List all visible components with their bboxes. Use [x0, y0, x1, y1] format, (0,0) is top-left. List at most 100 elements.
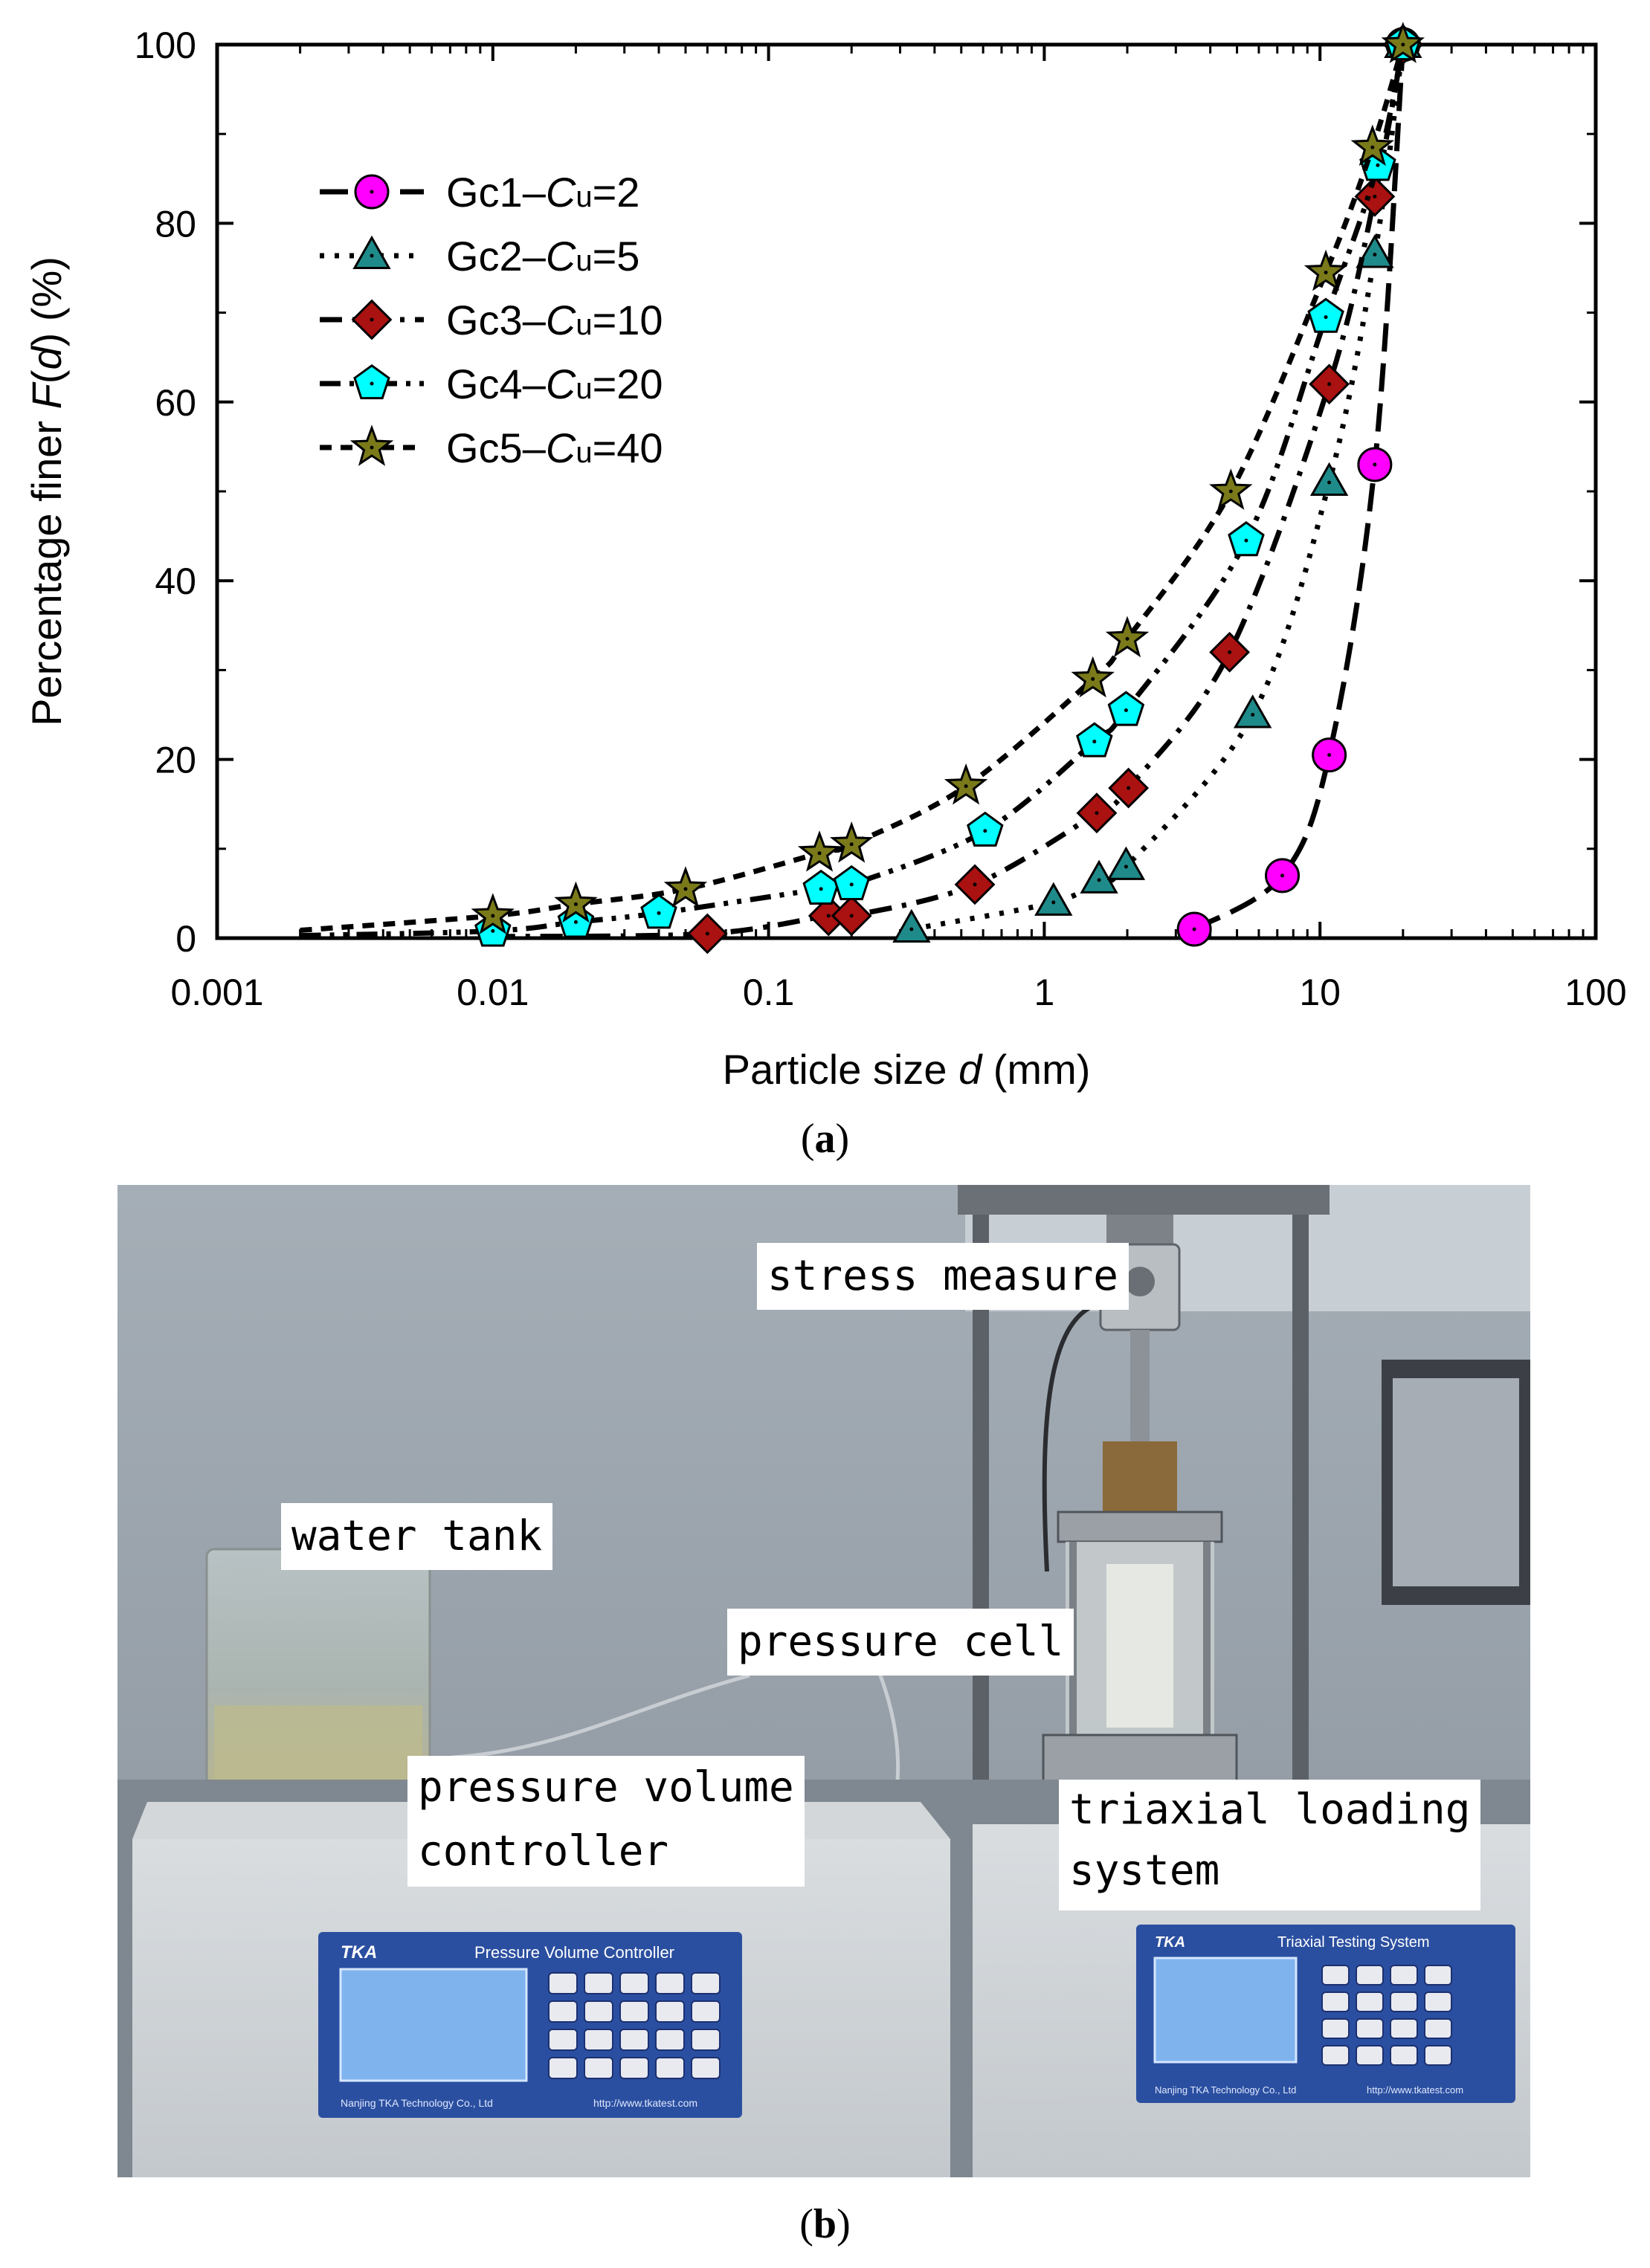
marker-center-dot [370, 381, 374, 386]
keypad-key [548, 2000, 578, 2023]
marker-triangle [1356, 234, 1394, 268]
y-label-var: F [23, 381, 70, 409]
marker-center-dot [1051, 900, 1056, 905]
y-tick-label: 60 [155, 382, 196, 424]
keypad-key [1390, 2045, 1418, 2066]
marker-center-dot [370, 317, 374, 322]
keypad-key [1321, 1991, 1350, 2012]
marker-center-dot [819, 887, 823, 891]
x-tick-label: 0.001 [170, 972, 263, 1013]
legend-series-name: Gc2– [446, 233, 547, 280]
marker-center-dot [1228, 650, 1232, 654]
marker-triangle [892, 908, 931, 943]
legend-cu-symbol: C [546, 424, 576, 471]
marker-center-dot [370, 190, 374, 194]
pvc-brand: TKA [341, 1942, 377, 1962]
marker-center-dot [1370, 145, 1375, 149]
marker-star [1381, 22, 1425, 63]
legend-cu-value: =5 [593, 233, 640, 280]
cell-base [1042, 1734, 1238, 1789]
series-gc2 [892, 24, 1422, 943]
legend-label: Gc2–Cu=5 [446, 233, 639, 280]
legend-cu-sub: u [576, 308, 592, 341]
keypad-key [655, 1972, 685, 1994]
marker-center-dot [1373, 252, 1377, 256]
keypad-key [1424, 2045, 1452, 2066]
crosshead [958, 1185, 1330, 1215]
marker-star [797, 830, 842, 872]
marker-center-dot [1251, 713, 1255, 717]
keypad-key [584, 2029, 613, 2051]
marker-star [663, 866, 708, 908]
pvc-label-line1: pressure volume [418, 1763, 794, 1812]
marker-triangle [1234, 694, 1272, 728]
y-tick-label: 80 [155, 203, 196, 245]
load-cell-bolt [1125, 1267, 1155, 1296]
legend-cu-value: =20 [593, 361, 663, 407]
marker-star [1105, 616, 1150, 658]
legend-label: Gc5–Cu=40 [446, 424, 663, 471]
legend-cu-value: =2 [593, 169, 640, 216]
marker-center-dot [1324, 315, 1328, 320]
marker-center-dot [1192, 927, 1196, 931]
marker-center-dot [1097, 878, 1101, 882]
marker-star [554, 881, 598, 923]
label-pressure-volume-controller: pressure volume controller [407, 1756, 805, 1887]
apparatus-drawing: TKA Pressure Volume Controller Nanjing T… [117, 1185, 1530, 2177]
legend-item-gc4: Gc4–Cu=20 [320, 361, 663, 407]
marker-center-dot [370, 445, 374, 450]
marker-center-dot [370, 253, 374, 258]
marker-center-dot [1373, 194, 1377, 198]
marker-center-dot [573, 920, 578, 924]
keypad-key [691, 2057, 721, 2079]
legend-cu-symbol: C [546, 361, 576, 407]
y-tick-label: 40 [155, 560, 196, 602]
marker-center-dot [826, 914, 831, 918]
x-tick-label: 1 [1034, 972, 1054, 1013]
y-tick-label: 100 [135, 25, 196, 66]
triaxial-url: http://www.tkatest.com [1367, 2084, 1463, 2096]
label-stress-measure: stress measure [757, 1243, 1129, 1310]
keypad-key [1321, 1965, 1350, 1986]
marker-center-dot [1244, 538, 1248, 543]
marker-center-dot [1127, 786, 1131, 790]
keypad-key [1356, 1965, 1384, 1986]
x-tick-label: 100 [1564, 972, 1626, 1013]
series-gc5 [300, 22, 1425, 934]
load-cell-mount [1106, 1215, 1173, 1244]
legend-series-name: Gc3– [446, 297, 547, 343]
legend-series-name: Gc5– [446, 424, 547, 471]
marker-center-dot [491, 914, 495, 918]
y-axis-label: Percentage finer F(d) (%) [23, 256, 70, 726]
monitor-screen [1393, 1378, 1519, 1586]
legend-item-gc5: Gc5–Cu=40 [320, 424, 663, 471]
marker-center-dot [964, 784, 968, 789]
marker-center-dot [1091, 676, 1095, 681]
marker-center-dot [657, 911, 661, 915]
y-tick-label: 0 [175, 918, 196, 960]
marker-center-dot [705, 931, 709, 936]
legend-series-name: Gc1– [446, 169, 547, 216]
keypad-key [655, 2029, 685, 2051]
legend-cu-value: =10 [593, 297, 663, 343]
x-tick-label: 10 [1299, 972, 1341, 1013]
pvc-url: http://www.tkatest.com [593, 2097, 697, 2109]
marker-center-dot [573, 902, 578, 906]
y-label-pre: Percentage finer [23, 409, 70, 726]
legend-cu-symbol: C [546, 297, 576, 343]
marker-triangle [352, 235, 391, 269]
cable-1 [451, 1673, 750, 1760]
keypad-key [548, 2029, 578, 2051]
keypad-key [619, 2029, 649, 2051]
y-label-var2: d [23, 346, 70, 370]
keypad-key [619, 2000, 649, 2023]
marker-star [349, 424, 394, 466]
x-label-unit: (mm) [982, 1046, 1090, 1093]
pvc-label-line2: controller [418, 1827, 669, 1876]
keypad-key [1321, 2045, 1350, 2066]
marker-center-dot [973, 882, 977, 887]
marker-star [1303, 249, 1348, 291]
label-triaxial-loading-system: triaxial loading system [1059, 1780, 1481, 1910]
keypad-key [548, 2057, 578, 2079]
tank-water [214, 1705, 422, 1787]
